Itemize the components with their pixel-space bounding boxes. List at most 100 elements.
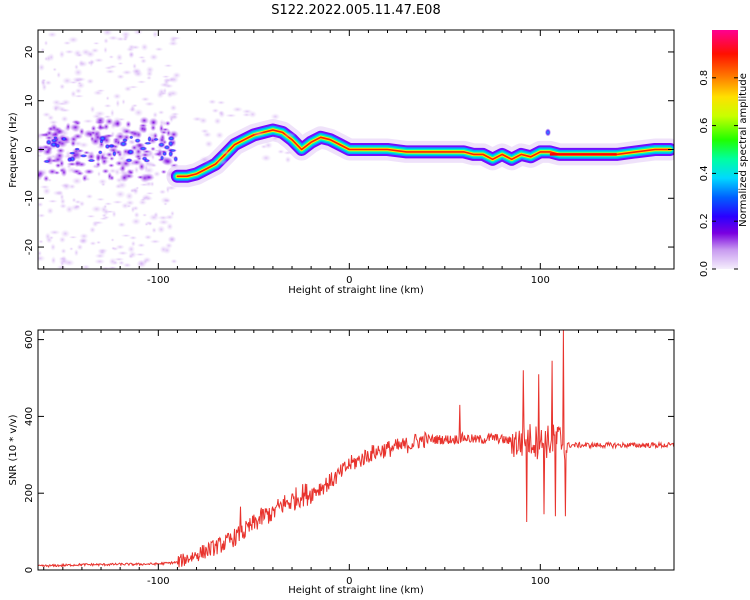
spectrogram-noise bbox=[105, 95, 110, 101]
spectrogram-noise bbox=[38, 154, 43, 158]
spectrogram-noise bbox=[47, 114, 55, 121]
spectrogram-noise bbox=[59, 203, 68, 209]
spectrogram-blob bbox=[95, 153, 101, 163]
spectrogram-blob-strong bbox=[173, 155, 179, 163]
spectrogram-noise bbox=[284, 155, 292, 164]
spectrogram-noise bbox=[128, 51, 135, 58]
spectrogram-noise bbox=[122, 37, 128, 42]
spectrogram-noise bbox=[171, 71, 182, 79]
spectrogram-noise bbox=[152, 170, 161, 178]
spectrogram-noise bbox=[117, 250, 129, 256]
spectrogram-noise bbox=[139, 183, 149, 187]
spectrogram-noise bbox=[142, 213, 148, 217]
spectrogram-noise bbox=[151, 227, 157, 234]
spectrogram-noise bbox=[39, 184, 51, 190]
spectrogram-y-tick-label: -10 bbox=[24, 190, 35, 206]
spectrogram-noise bbox=[224, 113, 237, 118]
spectrogram-noise bbox=[132, 62, 138, 70]
spectrogram-noise bbox=[133, 70, 144, 78]
spectrogram-blob bbox=[55, 147, 66, 154]
spectrogram-blob bbox=[119, 163, 127, 174]
spectrogram-noise bbox=[93, 57, 105, 63]
spectrogram-blob bbox=[143, 172, 155, 182]
spectrogram-noise bbox=[215, 131, 225, 140]
spectrogram-noise bbox=[108, 55, 115, 59]
spectrogram-noise bbox=[125, 46, 135, 53]
spectrogram-noise bbox=[132, 30, 144, 36]
spectrogram-blob bbox=[125, 120, 132, 129]
spectrogram-noise bbox=[150, 180, 155, 188]
spectrogram-y-axis-label: Frequency (Hz) bbox=[8, 112, 19, 188]
spectrogram-noise bbox=[51, 99, 62, 106]
spectrogram-noise bbox=[38, 239, 44, 244]
spectrogram-noise bbox=[161, 75, 171, 79]
spectrogram-noise bbox=[252, 131, 265, 137]
spectrogram-image bbox=[38, 30, 674, 269]
spectrogram-noise bbox=[145, 65, 155, 74]
spectrogram-noise bbox=[59, 83, 66, 90]
spectrogram-noise bbox=[92, 41, 101, 45]
spectrogram-noise bbox=[158, 189, 167, 195]
spectrogram-noise bbox=[248, 110, 258, 119]
spectrogram-noise bbox=[94, 110, 106, 117]
spectrogram-blob-strong bbox=[87, 158, 96, 163]
spectrogram-blob bbox=[138, 123, 148, 128]
spectrogram-blob bbox=[137, 161, 146, 172]
spectrogram-noise bbox=[198, 116, 208, 125]
spectrogram-noise bbox=[45, 54, 52, 63]
spectrogram-blob-strong bbox=[97, 150, 103, 155]
spectrogram-noise bbox=[156, 225, 166, 234]
spectrogram-noise bbox=[95, 197, 106, 202]
spectrogram-blob bbox=[119, 172, 130, 183]
colorbar-tick-label: 0.8 bbox=[699, 70, 710, 86]
colorbar-tick-label: 0.2 bbox=[699, 213, 710, 229]
spectrogram-blob-strong bbox=[168, 148, 177, 153]
spectrogram-noise bbox=[64, 49, 75, 55]
spectrogram-blob bbox=[136, 175, 145, 180]
spectrogram-blob bbox=[54, 162, 62, 169]
spectrogram-noise bbox=[160, 196, 172, 205]
spectrogram-noise bbox=[128, 235, 138, 240]
spectrogram-noise bbox=[140, 58, 147, 64]
spectrogram-blob-strong bbox=[167, 135, 176, 142]
spectrogram-noise bbox=[120, 234, 132, 238]
snr-ticks: -100 0 100 0 200 400 600 bbox=[24, 330, 675, 587]
spectrogram-blob-strong bbox=[134, 138, 141, 144]
spectrogram-noise bbox=[74, 63, 79, 71]
spectrogram-noise bbox=[170, 210, 175, 217]
spectrogram-noise bbox=[76, 243, 84, 251]
spectrogram-blob bbox=[139, 116, 150, 125]
spectrogram-blob bbox=[40, 144, 52, 150]
spectrogram-blob-strong bbox=[53, 136, 58, 140]
spectrogram-noise bbox=[202, 131, 213, 139]
spectrogram-noise bbox=[52, 189, 64, 197]
spectrogram-noise bbox=[105, 69, 116, 75]
spectrogram-noise bbox=[123, 85, 133, 93]
spectrogram-blob bbox=[157, 135, 166, 145]
spectrogram-noise bbox=[147, 221, 153, 226]
spectrogram-blob bbox=[95, 161, 102, 168]
spectrogram-noise bbox=[97, 248, 107, 256]
spectrogram-blob bbox=[60, 167, 68, 178]
spectrogram-noise bbox=[112, 92, 122, 100]
spectrogram-blob bbox=[97, 122, 104, 132]
spectrogram-noise bbox=[121, 98, 126, 106]
spectrogram-noise bbox=[89, 241, 97, 246]
spectrogram-noise bbox=[88, 226, 97, 234]
spectrogram-noise bbox=[136, 242, 146, 248]
spectrogram-noise bbox=[79, 232, 89, 240]
spectrogram-noise bbox=[143, 166, 155, 175]
spectrogram-noise bbox=[78, 200, 86, 208]
spectrogram-blob-strong bbox=[45, 139, 52, 146]
spectrogram-noise bbox=[140, 42, 149, 52]
spectrogram-noise bbox=[60, 229, 71, 239]
spectrogram-noise bbox=[152, 111, 159, 119]
spectrogram-noise bbox=[103, 37, 109, 44]
spectrogram-blob bbox=[109, 174, 115, 182]
figure-title: S122.2022.005.11.47.E08 bbox=[271, 3, 440, 18]
snr-y-tick-label: 0 bbox=[24, 567, 35, 573]
spectrogram-noise bbox=[104, 210, 116, 214]
spectrogram-blob bbox=[65, 122, 71, 132]
spectrogram-blob bbox=[150, 146, 156, 152]
spectrogram-noise bbox=[149, 239, 161, 244]
